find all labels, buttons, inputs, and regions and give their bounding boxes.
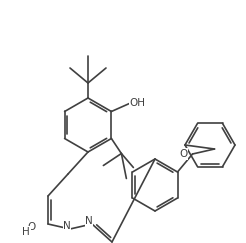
Text: OH: OH — [129, 98, 145, 109]
Text: H: H — [22, 227, 30, 237]
Text: N: N — [63, 221, 71, 231]
Text: O: O — [28, 222, 36, 232]
Text: N: N — [85, 216, 93, 226]
Text: O: O — [179, 149, 187, 159]
